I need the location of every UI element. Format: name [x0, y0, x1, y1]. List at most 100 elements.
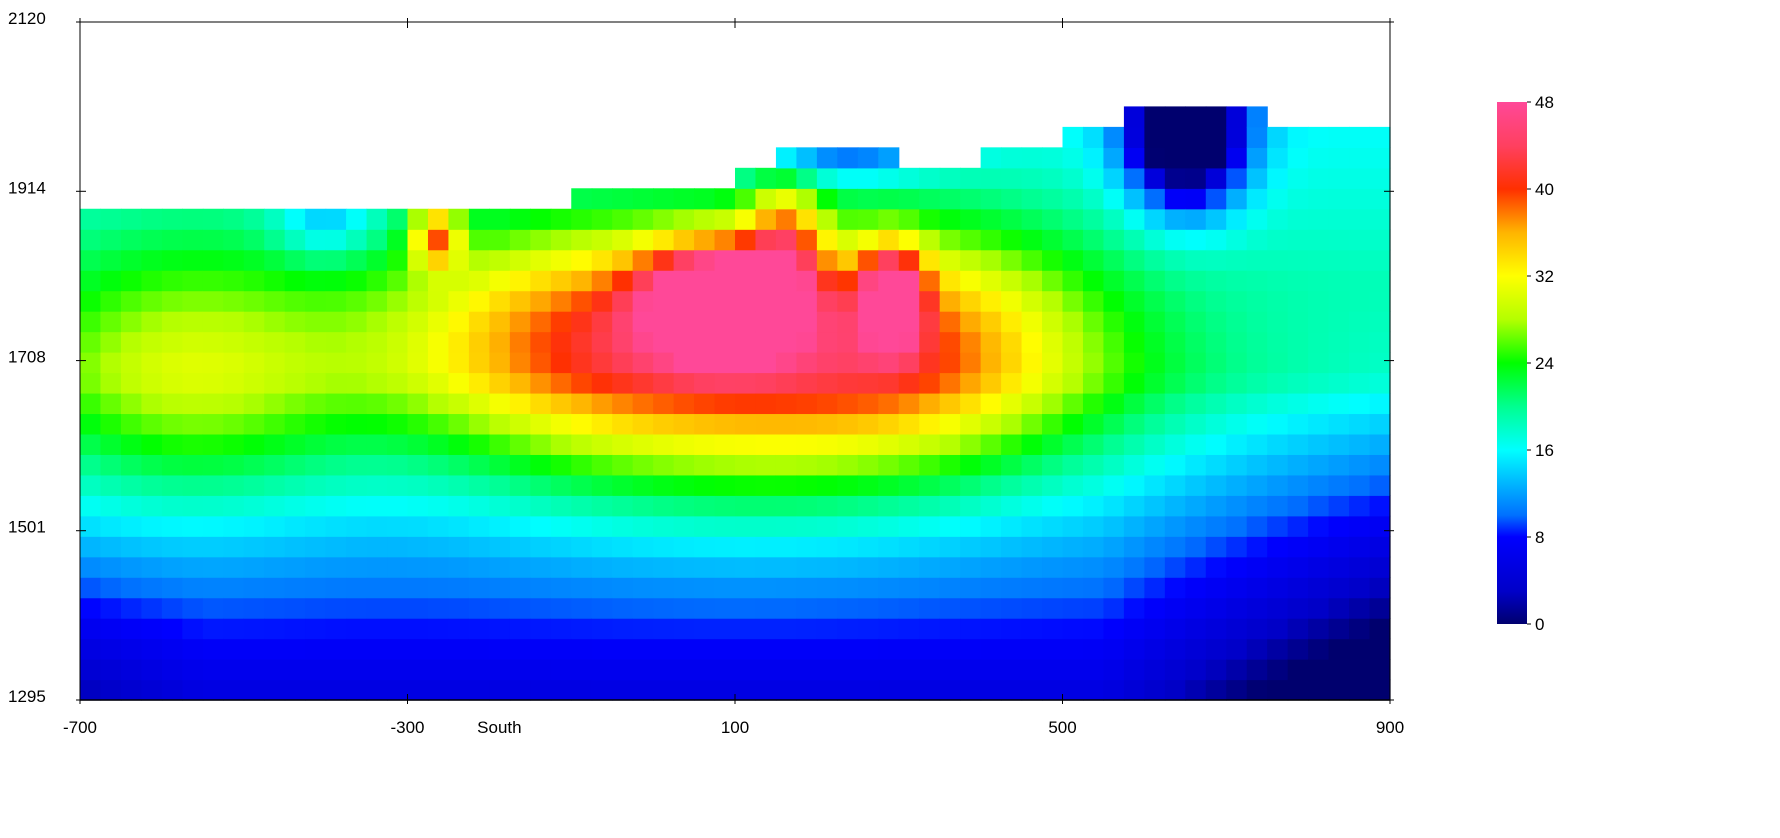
heatmap-cell [489, 249, 511, 271]
heatmap-cell [571, 638, 593, 660]
heatmap-cell [1328, 208, 1350, 230]
heatmap-cell [120, 270, 143, 292]
heatmap-cell [980, 536, 1002, 558]
heatmap-cell [1205, 392, 1227, 415]
heatmap-cell [1349, 372, 1371, 394]
heatmap-cell [1021, 659, 1043, 681]
heatmap-cell [1082, 229, 1105, 251]
heatmap-cell [407, 392, 429, 415]
heatmap-cell [1205, 413, 1227, 435]
heatmap-cell [980, 229, 1002, 251]
heatmap-cell [673, 433, 695, 455]
heatmap-cell [1164, 618, 1186, 640]
heatmap-cell [1185, 597, 1207, 619]
heatmap-cell [1226, 433, 1248, 455]
heatmap-cell [1287, 352, 1309, 374]
heatmap-cell [653, 638, 675, 660]
heatmap-cell [796, 474, 818, 496]
heatmap-cell [796, 147, 818, 169]
heatmap-cell [1287, 536, 1309, 558]
heatmap-cell [571, 597, 593, 619]
heatmap-cell [1246, 229, 1268, 251]
heatmap-cell [182, 618, 204, 640]
heatmap-cell [919, 515, 941, 537]
heatmap-cell [325, 433, 347, 455]
heatmap-cell [80, 638, 102, 660]
heatmap-cell [427, 372, 450, 394]
heatmap-cell [1287, 597, 1309, 619]
heatmap-cell [1144, 352, 1166, 374]
heatmap-cell [591, 679, 613, 701]
heatmap-cell [1246, 679, 1268, 701]
heatmap-cell [120, 229, 143, 251]
heatmap-cell [919, 618, 941, 640]
heatmap-cell [775, 413, 798, 435]
heatmap-cell [120, 495, 143, 517]
heatmap-cell [878, 536, 900, 558]
heatmap-cell [714, 433, 736, 455]
heatmap-cell [202, 433, 224, 455]
heatmap-cell [735, 249, 757, 271]
heatmap-cell [80, 474, 102, 496]
heatmap-cell [816, 597, 838, 619]
heatmap-cell [775, 454, 798, 476]
heatmap-cell [878, 311, 900, 333]
heatmap-cell [694, 454, 716, 476]
heatmap-cell [1042, 372, 1064, 394]
heatmap-cell [530, 331, 552, 353]
heatmap-cell [120, 597, 143, 619]
heatmap-cell [878, 495, 900, 517]
heatmap-cell [673, 208, 695, 230]
heatmap-cell [591, 618, 613, 640]
heatmap-cell [1246, 167, 1268, 189]
heatmap-cell [161, 413, 183, 435]
heatmap-cell [653, 290, 675, 312]
heatmap-cell [1287, 290, 1309, 312]
heatmap-cell [755, 679, 777, 701]
heatmap-cell [980, 352, 1002, 374]
heatmap-cell [1103, 433, 1125, 455]
heatmap-cell [939, 249, 961, 271]
heatmap-cell [1369, 147, 1391, 169]
heatmap-cell [857, 249, 879, 271]
heatmap-cell [346, 290, 368, 312]
heatmap-cell [80, 433, 102, 455]
heatmap-cell [530, 536, 552, 558]
heatmap-cell [775, 331, 798, 353]
heatmap-cell [612, 495, 634, 517]
heatmap-cell [775, 638, 798, 660]
heatmap-cell [489, 433, 511, 455]
heatmap-cell [448, 290, 470, 312]
heatmap-cell [243, 372, 265, 394]
heatmap-cell [673, 597, 695, 619]
heatmap-cell [755, 372, 777, 394]
heatmap-cell [1226, 556, 1248, 578]
heatmap-cell [161, 249, 183, 271]
heatmap-cell [182, 515, 204, 537]
heatmap-cell [202, 679, 224, 701]
heatmap-cell [509, 208, 531, 230]
heatmap-cell [161, 638, 183, 660]
heatmap-cell [448, 474, 470, 496]
heatmap-cell [1328, 679, 1350, 701]
heatmap-cell [1328, 556, 1350, 578]
heatmap-cell [223, 352, 245, 374]
heatmap-cell [1369, 454, 1391, 476]
heatmap-cell [243, 270, 265, 292]
heatmap-cell [448, 352, 470, 374]
heatmap-cell [1328, 597, 1350, 619]
heatmap-cell [120, 474, 143, 496]
heatmap-cell [735, 372, 757, 394]
heatmap-cell [612, 311, 634, 333]
heatmap-cell [673, 536, 695, 558]
heatmap-cell [571, 413, 593, 435]
heatmap-cell [673, 372, 695, 394]
heatmap-cell [284, 229, 306, 251]
heatmap-cell [1267, 167, 1289, 189]
heatmap-cell [1185, 515, 1207, 537]
heatmap-cell [1001, 454, 1023, 476]
heatmap-cell [898, 352, 920, 374]
heatmap-cell [898, 290, 920, 312]
y-tick-label: 2120 [8, 9, 46, 28]
heatmap-cell [878, 597, 900, 619]
